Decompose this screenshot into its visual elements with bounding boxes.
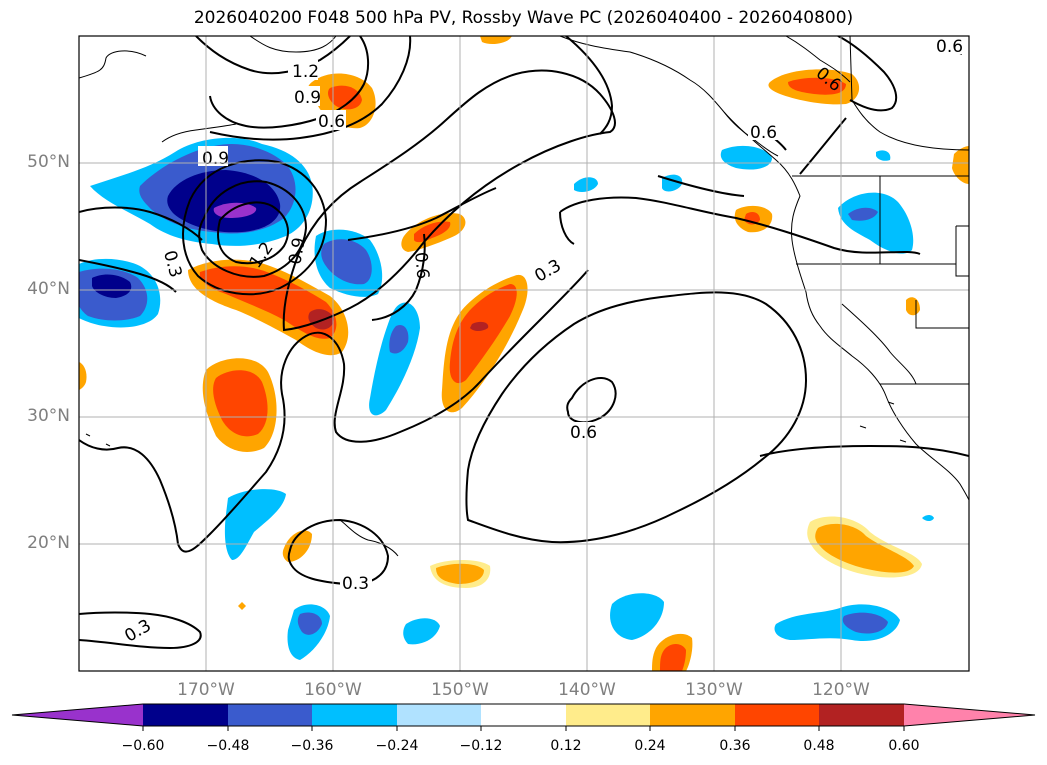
colorbar-tick-label: −0.36	[290, 738, 334, 754]
contour-label: 0.3	[342, 574, 369, 594]
negative-anomaly	[848, 207, 878, 221]
contour-label: 0.9	[285, 236, 309, 266]
positive-anomaly	[238, 602, 246, 610]
map-title: 2026040200 F048 500 hPa PV, Rossby Wave …	[193, 8, 854, 28]
colorbar-segment	[228, 704, 312, 726]
negative-anomaly	[720, 145, 772, 170]
colorbar-tick-label: 0.60	[888, 738, 920, 754]
positive-anomaly	[815, 523, 914, 573]
positive-anomaly	[952, 146, 969, 184]
contour-label: 0.6	[570, 423, 597, 443]
negative-anomaly	[838, 192, 914, 254]
longitude-label: 170°W	[177, 680, 235, 700]
positive-anomaly	[213, 370, 268, 437]
latitude-label: 30°N	[27, 406, 70, 426]
negative-anomaly	[167, 170, 281, 233]
positive-anomaly	[282, 530, 312, 562]
negative-anomaly	[321, 239, 372, 285]
positive-anomaly	[308, 309, 334, 330]
contour-label: 0.6	[410, 251, 432, 280]
longitude-label: 120°W	[812, 680, 870, 700]
negative-anomaly	[922, 515, 934, 521]
colorbar-tick-label: 0.24	[634, 738, 666, 754]
contour-label: 0.6	[318, 112, 345, 132]
positive-anomaly	[470, 321, 489, 331]
colorbar-extend-max	[904, 704, 1035, 726]
colorbar-tick-label: −0.12	[459, 738, 503, 754]
negative-anomaly	[876, 150, 891, 161]
negative-anomaly	[92, 274, 132, 298]
contour-label: 1.2	[292, 62, 319, 82]
positive-anomaly	[199, 266, 337, 339]
contour-label: 0.6	[750, 123, 777, 143]
longitude-label: 150°W	[431, 680, 489, 700]
colorbar-segment	[566, 704, 650, 726]
colorbar-segment	[312, 704, 397, 726]
colorbar-tick-label: −0.60	[121, 738, 165, 754]
positive-anomaly	[449, 284, 517, 384]
contour-label: 0.9	[202, 149, 229, 169]
colorbar-segment	[819, 704, 904, 726]
latitude-label: 20°N	[27, 533, 70, 553]
contour-label: 0.6	[936, 37, 963, 57]
positive-anomaly	[660, 644, 686, 671]
longitude-label: 130°W	[685, 680, 743, 700]
pv-contours	[79, 36, 969, 650]
negative-anomaly	[297, 612, 322, 635]
colorbar-tick-label: 0.48	[803, 738, 835, 754]
negative-anomaly	[213, 202, 257, 218]
longitude-label: 140°W	[558, 680, 616, 700]
colorbar-tick-label: −0.48	[206, 738, 250, 754]
map-frame	[78, 35, 970, 672]
negative-anomaly	[403, 618, 440, 645]
positive-anomaly	[328, 85, 362, 110]
colorbar-segment	[735, 704, 819, 726]
negative-anomaly	[574, 177, 598, 192]
longitude-label: 160°W	[304, 680, 362, 700]
positive-anomaly	[788, 77, 846, 95]
colorbar-extend-min	[12, 704, 143, 726]
negative-anomaly	[369, 302, 420, 416]
latitude-label: 50°N	[27, 152, 70, 172]
colorbar-tick-label: −0.24	[375, 738, 419, 754]
negative-anomaly	[610, 593, 664, 640]
coastlines	[79, 36, 969, 557]
colorbar-tick-label: 0.12	[550, 738, 582, 754]
negative-anomaly	[842, 612, 888, 634]
negative-anomaly	[389, 324, 409, 354]
positive-anomaly	[79, 362, 87, 390]
negative-anomaly	[224, 489, 286, 560]
pv-shading	[79, 36, 969, 671]
colorbar-segment	[397, 704, 481, 726]
positive-anomaly	[480, 36, 512, 44]
colorbar	[11, 703, 1036, 731]
contour-label: 0.9	[294, 88, 321, 108]
graticule	[79, 36, 969, 671]
colorbar-segment	[650, 704, 735, 726]
colorbar-segment	[481, 704, 566, 726]
colorbar-segment	[143, 704, 228, 726]
colorbar-tick-label: 0.36	[719, 738, 751, 754]
latitude-label: 40°N	[27, 279, 70, 299]
